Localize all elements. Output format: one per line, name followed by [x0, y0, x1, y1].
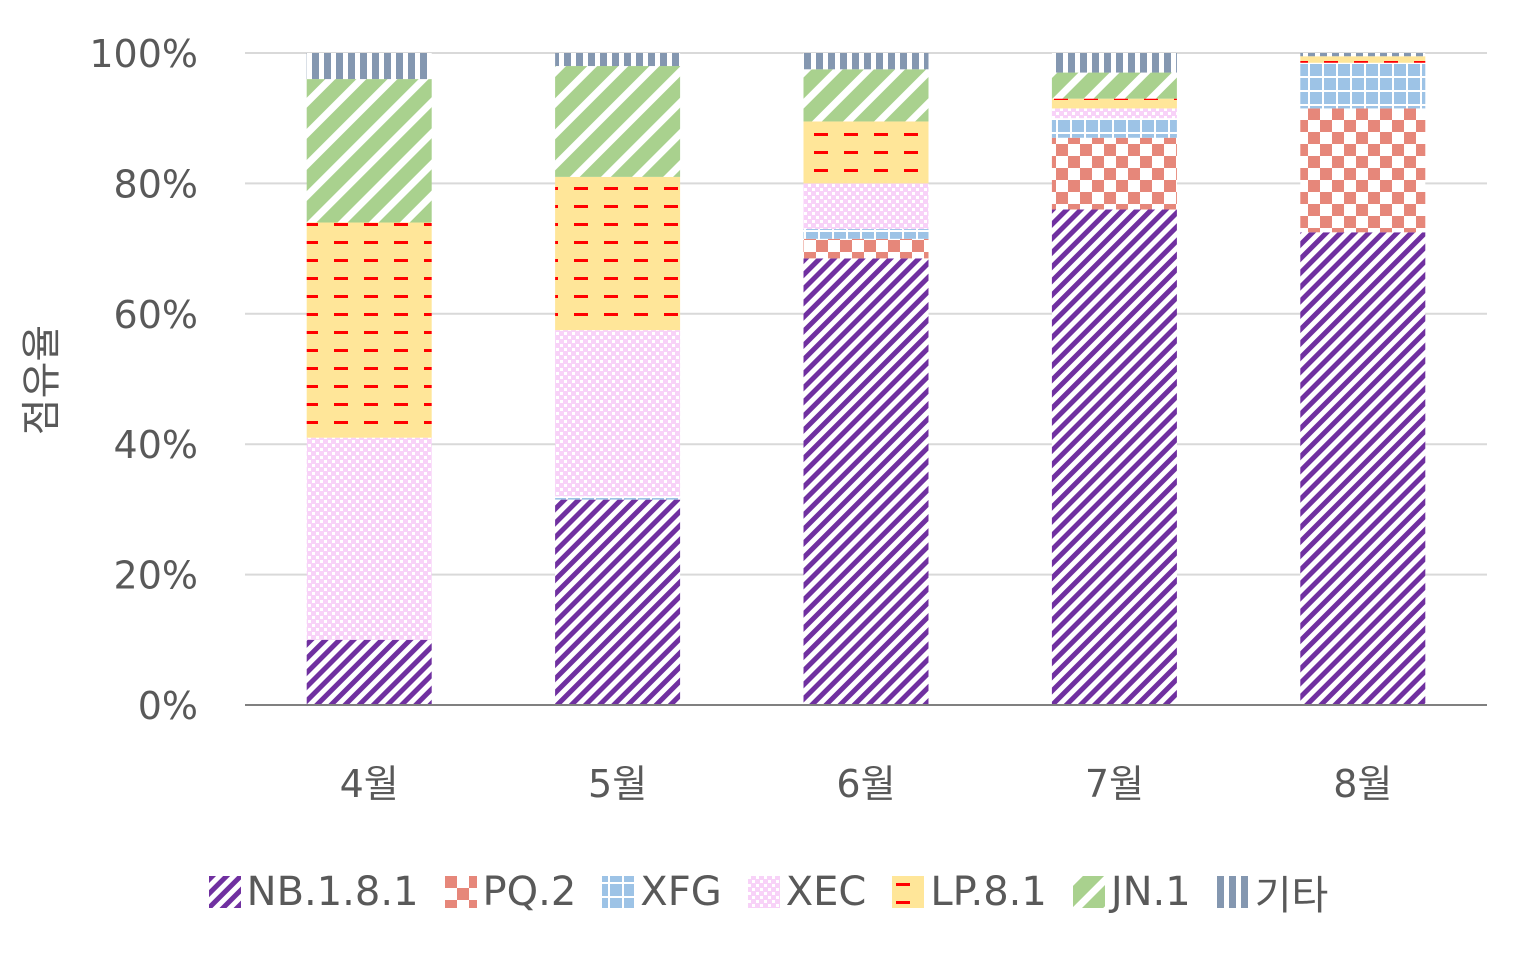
legend-item: XEC — [747, 869, 867, 915]
legend-label: XFG — [640, 869, 722, 915]
bar-segment-LP.8.1-7월 — [1051, 98, 1177, 109]
bar-segment-XEC-7월 — [1051, 108, 1177, 119]
x-tick-label: 7월 — [1085, 762, 1144, 806]
bar-segment-NB.1.8.1-4월 — [306, 639, 432, 705]
bar-segment-PQ.2-8월 — [1300, 108, 1426, 233]
legend-swatch — [892, 876, 925, 908]
bar-segment-기타-6월 — [803, 53, 929, 70]
bar-segment-JN.1-5월 — [555, 66, 681, 177]
legend-label: XEC — [785, 869, 867, 915]
legend-label: JN.1 — [1110, 869, 1191, 915]
legend-item: 기타 — [1216, 863, 1329, 921]
bar-segment-XFG-8월 — [1300, 62, 1426, 109]
x-tick-label: 4월 — [340, 762, 399, 806]
legend-label: PQ.2 — [482, 869, 577, 915]
bar-segment-NB.1.8.1-7월 — [1051, 209, 1177, 706]
bar-segment-LP.8.1-5월 — [555, 176, 681, 331]
y-tick-label: 40% — [114, 423, 198, 467]
legend-swatch — [1216, 876, 1249, 908]
legend-swatch — [602, 876, 635, 908]
y-tick-label: 100% — [89, 32, 198, 76]
legend-item: JN.1 — [1072, 869, 1191, 915]
legend-label: NB.1.8.1 — [246, 869, 419, 915]
bar-segment-NB.1.8.1-6월 — [803, 258, 929, 705]
x-tick-label: 6월 — [836, 762, 895, 806]
bar-segment-JN.1-7월 — [1051, 72, 1177, 99]
legend-swatch — [444, 876, 477, 908]
bar-segment-XFG-5월 — [555, 496, 681, 500]
legend-label: 기타 — [1254, 873, 1329, 919]
bar-segment-기타-8월 — [1300, 53, 1426, 57]
legend-item: XFG — [602, 869, 722, 915]
legend-item: PQ.2 — [444, 869, 577, 915]
y-tick-label: 0% — [138, 684, 198, 728]
bar-segment-JN.1-6월 — [803, 69, 929, 122]
bar-segment-기타-5월 — [555, 53, 681, 67]
bar-segment-NB.1.8.1-5월 — [555, 499, 681, 705]
bar-segment-LP.8.1-6월 — [803, 121, 929, 184]
bar-segment-XEC-6월 — [803, 183, 929, 230]
legend-item: LP.8.1 — [892, 869, 1047, 915]
x-tick-label: 8월 — [1333, 762, 1392, 806]
legend-swatch — [208, 876, 241, 908]
legend-swatch — [1072, 876, 1105, 908]
bar-segment-기타-7월 — [1051, 53, 1177, 73]
bar-segment-PQ.2-7월 — [1051, 137, 1177, 210]
y-tick-label: 80% — [114, 162, 198, 206]
bar-segment-XEC-5월 — [555, 330, 681, 497]
bar-segment-NB.1.8.1-8월 — [1300, 232, 1426, 706]
x-tick-label: 5월 — [588, 762, 647, 806]
bar-segment-XEC-4월 — [306, 437, 432, 640]
legend: NB.1.8.1 PQ.2 XFG XEC LP.8.1 JN.1 기타 — [0, 862, 1537, 922]
bar-segment-LP.8.1-8월 — [1300, 56, 1426, 63]
bar-segment-JN.1-4월 — [306, 79, 432, 223]
bar-segment-XFG-7월 — [1051, 118, 1177, 138]
bar-segment-LP.8.1-4월 — [306, 222, 432, 438]
bar-segment-XFG-6월 — [803, 229, 929, 239]
bar-segment-기타-4월 — [306, 53, 432, 80]
legend-item: NB.1.8.1 — [208, 869, 419, 915]
y-tick-label: 20% — [114, 554, 198, 598]
bar-segment-PQ.2-6월 — [803, 238, 929, 259]
y-tick-label: 60% — [114, 293, 198, 337]
legend-swatch — [747, 876, 780, 908]
legend-label: LP.8.1 — [930, 869, 1047, 915]
y-axis-label: 점유율 — [19, 325, 65, 435]
